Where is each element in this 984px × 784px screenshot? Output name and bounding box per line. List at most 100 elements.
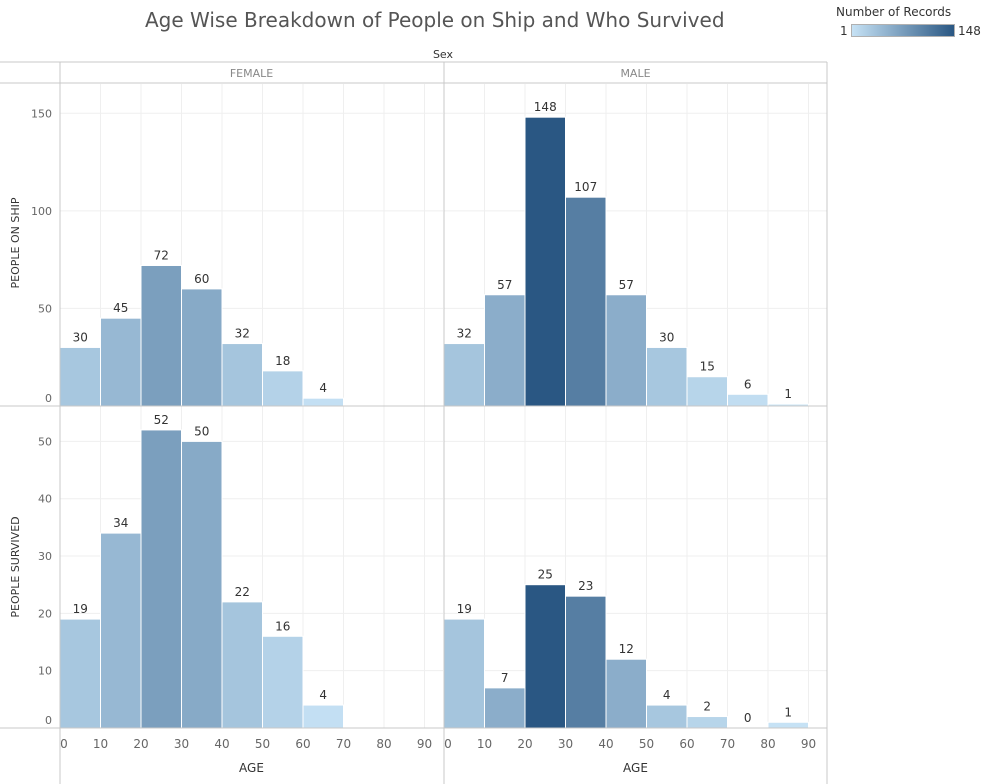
bar-value-label: 12	[619, 642, 634, 656]
column-label-female: FEMALE	[230, 67, 273, 80]
bar	[605, 658, 647, 729]
bar-value-label: 148	[534, 100, 557, 114]
bar-value-label: 60	[194, 272, 209, 286]
legend-title: Number of Records	[836, 5, 952, 19]
bar-value-label: 30	[73, 330, 88, 344]
bar-value-label: 1	[784, 705, 792, 719]
x-tick-label: 70	[336, 737, 351, 751]
bar	[100, 532, 142, 729]
y-tick-label: 0	[45, 714, 52, 727]
y-tick-label: 20	[38, 607, 52, 620]
bar-value-label: 19	[73, 602, 88, 616]
bar-value-label: 15	[700, 360, 715, 374]
bar	[605, 294, 647, 407]
x-tick-label: 30	[558, 737, 573, 751]
bar-value-label: 45	[113, 301, 128, 315]
bar-value-label: 52	[154, 413, 169, 427]
legend-color-ramp	[851, 24, 955, 37]
bar-value-label: 4	[663, 688, 671, 702]
bar	[686, 376, 728, 407]
bar	[443, 343, 485, 407]
bar	[565, 196, 607, 407]
bar-value-label: 4	[319, 688, 327, 702]
bar	[443, 618, 485, 729]
bar	[262, 370, 304, 407]
bar	[727, 393, 769, 407]
bar	[221, 601, 263, 729]
bar	[181, 440, 223, 729]
x-axis-title: AGE	[623, 761, 648, 775]
bar-value-label: 0	[744, 711, 752, 725]
bar-value-label: 32	[235, 327, 250, 341]
bar-value-label: 32	[457, 327, 472, 341]
bar-value-label: 1	[784, 387, 792, 401]
bar-value-label: 57	[619, 278, 634, 292]
column-header: Sex	[433, 48, 454, 61]
bar-value-label: 18	[275, 354, 290, 368]
x-tick-label: 70	[720, 737, 735, 751]
bar	[140, 429, 182, 729]
x-tick-label: 0	[444, 737, 452, 751]
bar	[484, 294, 526, 407]
legend-max-label: 148	[958, 24, 981, 38]
x-tick-label: 30	[174, 737, 189, 751]
bar-value-label: 7	[501, 671, 509, 685]
bar	[565, 595, 607, 729]
legend-min-label: 1	[840, 24, 848, 38]
bar	[646, 704, 688, 729]
y-tick-label: 50	[38, 302, 52, 315]
bar-value-label: 22	[235, 585, 250, 599]
bar-value-label: 2	[703, 700, 711, 714]
x-tick-label: 40	[598, 737, 613, 751]
bar-value-label: 34	[113, 516, 128, 530]
bar-value-label: 4	[319, 381, 327, 395]
x-tick-label: 80	[376, 737, 391, 751]
row-label-people-on-ship: PEOPLE ON SHIP	[9, 197, 22, 288]
column-label-male: MALE	[620, 67, 650, 80]
bar	[524, 584, 566, 729]
bar-value-label: 30	[659, 330, 674, 344]
y-tick-label: 50	[38, 435, 52, 448]
bar-value-label: 19	[457, 602, 472, 616]
bar	[181, 288, 223, 407]
bar-value-label: 6	[744, 377, 752, 391]
bar-value-label: 16	[275, 619, 290, 633]
bar	[221, 343, 263, 407]
x-tick-label: 10	[93, 737, 108, 751]
bar	[646, 346, 688, 407]
x-tick-label: 50	[255, 737, 270, 751]
x-tick-label: 60	[679, 737, 694, 751]
bar	[302, 704, 344, 729]
x-tick-label: 10	[477, 737, 492, 751]
y-tick-label: 0	[45, 392, 52, 405]
bar-value-label: 25	[538, 568, 553, 582]
bar	[59, 618, 101, 729]
bar	[686, 716, 728, 729]
x-tick-label: 40	[214, 737, 229, 751]
bar	[484, 687, 526, 729]
bar-value-label: 50	[194, 424, 209, 438]
x-axis-title: AGE	[239, 761, 264, 775]
y-tick-label: 150	[31, 107, 52, 120]
bar	[100, 317, 142, 407]
bar-value-label: 57	[497, 278, 512, 292]
x-tick-label: 60	[295, 737, 310, 751]
x-tick-label: 50	[639, 737, 654, 751]
bar	[767, 721, 809, 729]
y-tick-label: 100	[31, 205, 52, 218]
x-tick-label: 0	[60, 737, 68, 751]
y-tick-label: 40	[38, 493, 52, 506]
bar	[59, 346, 101, 407]
bar-value-label: 72	[154, 248, 169, 262]
x-tick-label: 20	[517, 737, 532, 751]
bar-value-label: 107	[574, 180, 597, 194]
row-label-people-survived: PEOPLE SURVIVED	[9, 516, 22, 617]
bar	[262, 635, 304, 729]
x-tick-label: 90	[417, 737, 432, 751]
y-tick-label: 30	[38, 550, 52, 563]
bar-value-label: 23	[578, 579, 593, 593]
bar	[140, 264, 182, 407]
x-tick-label: 80	[760, 737, 775, 751]
